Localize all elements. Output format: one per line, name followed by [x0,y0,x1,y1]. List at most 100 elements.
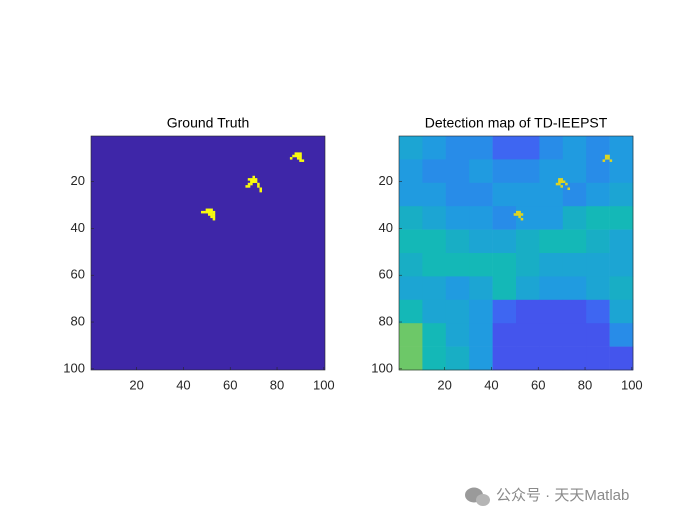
image-cell [539,206,564,230]
target-pixel [212,215,216,219]
y-tick-label: 80 [71,313,85,328]
target-pixel [299,152,302,155]
target-pixel [259,189,263,193]
image-cell [586,182,610,207]
image-cell [492,229,517,254]
image-cell [399,253,423,277]
plot-area [91,136,325,370]
image-cell [422,229,447,254]
target-pixel [604,157,608,160]
y-tick-label: 20 [379,173,393,188]
image-cell [516,182,540,207]
image-cell [469,276,493,301]
image-cell [586,229,610,254]
image-cell [469,159,493,184]
axes-box [398,135,634,371]
target-pixel [294,152,298,155]
image-cell [539,276,564,301]
target-pixel [296,152,300,155]
target-pixel [609,159,613,162]
axes-title: Ground Truth [167,115,250,131]
target-pixel [607,154,610,158]
y-tick-label: 60 [379,267,393,282]
x-tick-label: 20 [437,377,451,392]
image-cell [399,206,423,230]
image-cell [586,206,610,230]
image-cell [492,346,517,371]
image-cell [609,346,634,371]
image-cell [445,346,470,371]
image-cell [609,253,634,277]
image-cell [469,229,493,254]
image-cell [492,136,517,160]
target-pixel [558,178,561,181]
image-cell [562,276,587,301]
image-cell [539,136,564,160]
image-cell [539,299,564,324]
image-cell [492,159,517,184]
image-cell [586,276,610,301]
image-cell [469,346,493,371]
image-cell [399,159,423,184]
target-pixel [257,185,260,188]
image-cell [492,276,517,301]
image-cell [539,159,564,184]
target-pixel [604,154,608,158]
image-cell [609,323,634,347]
target-pixel [289,157,293,160]
image-cell [516,323,540,347]
image-cell [445,136,470,160]
target-pixel [252,175,255,179]
image-cell [422,182,447,207]
image-cell [516,276,540,301]
image-cell [445,206,470,230]
target-pixel [555,182,559,186]
image-cell [399,229,423,254]
image-cell [445,299,470,324]
target-pixel [210,210,213,214]
image-cell [492,299,517,324]
target-pixel [292,154,295,158]
image-cell [609,159,634,184]
target-pixel [212,210,216,214]
image-cell [516,229,540,254]
target-pixel [520,213,524,216]
image-cell [422,159,447,184]
x-tick-label: 80 [270,377,284,392]
image-cell [516,346,540,371]
target-pixel [299,157,302,160]
target-pixel [245,185,248,188]
image-background [91,136,325,370]
image-cell [586,159,610,184]
image-cell [562,253,587,277]
target-pixel [254,180,258,183]
image-cell [422,206,447,230]
plot-area [399,136,634,371]
target-pixel [301,159,305,162]
image-cell [422,299,447,324]
image-cell [609,206,634,230]
target-pixel [254,178,258,181]
image-cell [562,159,587,184]
target-pixel [210,213,213,216]
target-pixel [259,187,263,191]
target-pixel [296,157,300,160]
target-pixel [205,210,209,214]
image-cell [492,206,517,230]
target-pixel [516,210,519,214]
y-tick-label: 20 [71,173,85,188]
target-pixel [299,154,302,158]
image-cell [399,136,423,160]
x-tick-label: 100 [621,377,643,392]
target-pixel [513,213,517,216]
image-cell [492,182,517,207]
target-pixel [205,208,209,212]
target-pixel [558,180,561,183]
image-cell [609,136,634,160]
y-tick-label: 60 [71,267,85,282]
image-cell [516,299,540,324]
image-cell [445,253,470,277]
image-cell [492,253,517,277]
target-pixel [208,213,211,216]
image-cell [422,136,447,160]
